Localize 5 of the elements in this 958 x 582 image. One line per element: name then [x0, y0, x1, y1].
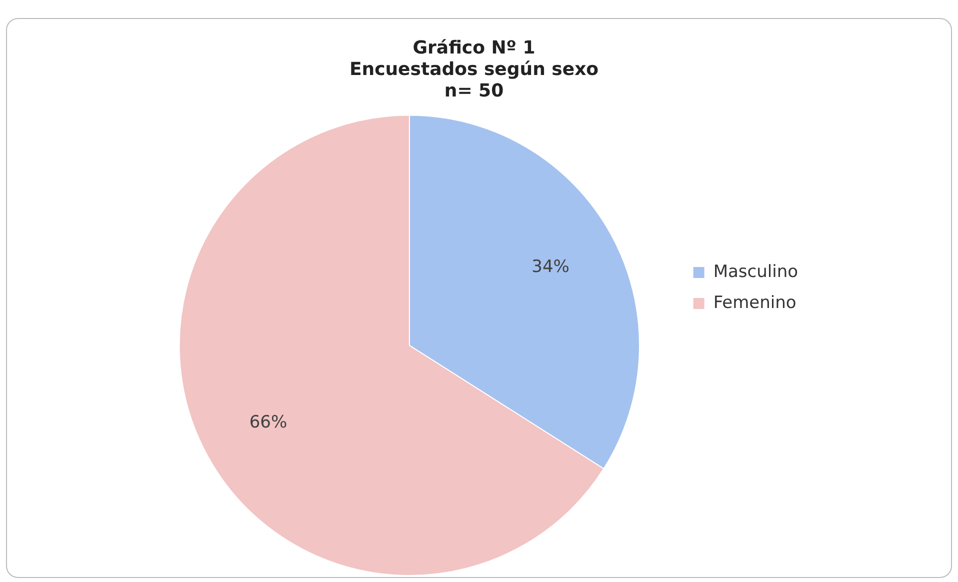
legend-label: Femenino: [713, 292, 796, 313]
data-label: 66%: [249, 412, 288, 432]
legend-label: Masculino: [713, 262, 798, 282]
data-label: 34%: [532, 257, 570, 278]
chart-title: Gráfico Nº 1 Encuestados según sexo n= 50: [349, 37, 599, 102]
